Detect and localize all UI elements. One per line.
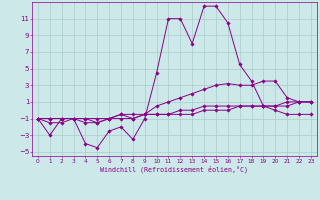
X-axis label: Windchill (Refroidissement éolien,°C): Windchill (Refroidissement éolien,°C)	[100, 166, 248, 173]
